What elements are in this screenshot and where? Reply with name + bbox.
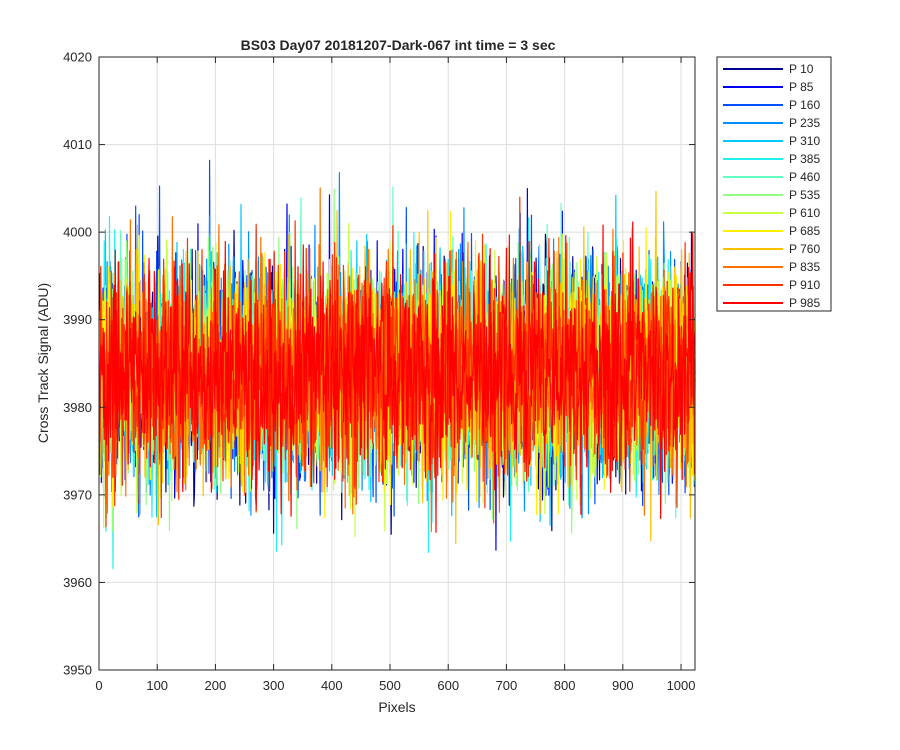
legend-label: P 310 bbox=[789, 134, 820, 148]
legend-label: P 85 bbox=[789, 80, 814, 94]
legend-label: P 385 bbox=[789, 152, 820, 166]
y-tick-label: 4020 bbox=[63, 50, 92, 65]
y-axis-label: Cross Track Signal (ADU) bbox=[35, 283, 51, 443]
x-axis-label: Pixels bbox=[378, 699, 415, 715]
x-tick-label: 300 bbox=[263, 678, 285, 693]
legend-box bbox=[716, 56, 832, 312]
y-axis: 3950 3960 3970 3980 3990 4000 4010 4020 bbox=[63, 50, 695, 678]
x-tick-label: 900 bbox=[612, 678, 634, 693]
plot-area-border bbox=[98, 56, 696, 671]
x-tick-label: 700 bbox=[496, 678, 518, 693]
y-tick-label: 3950 bbox=[63, 663, 92, 678]
legend: P 10 P 85 P 160 P 235 P 310 P 385 P 460 P 535 P … bbox=[716, 56, 832, 312]
y-tick-label: 4000 bbox=[63, 225, 92, 240]
legend-label: P 760 bbox=[789, 242, 820, 256]
y-tick-label: 3980 bbox=[63, 400, 92, 415]
legend-label: P 160 bbox=[789, 98, 820, 112]
x-tick-label: 100 bbox=[146, 678, 168, 693]
x-tick-label: 500 bbox=[379, 678, 401, 693]
x-tick-label: 400 bbox=[321, 678, 343, 693]
legend-label: P 235 bbox=[789, 116, 820, 130]
legend-label: P 835 bbox=[789, 260, 820, 274]
legend-label: P 685 bbox=[789, 224, 820, 238]
series-line-p-985 bbox=[98, 221, 696, 533]
legend-label: P 910 bbox=[789, 278, 820, 292]
x-tick-label: 800 bbox=[554, 678, 576, 693]
x-tick-label: 200 bbox=[205, 678, 227, 693]
x-tick-label: 600 bbox=[437, 678, 459, 693]
x-tick-label: 1000 bbox=[667, 678, 696, 693]
series-lines bbox=[98, 159, 696, 570]
y-tick-label: 3990 bbox=[63, 312, 92, 327]
y-tick-label: 3970 bbox=[63, 487, 92, 502]
legend-label: P 535 bbox=[789, 188, 820, 202]
x-tick-label: 0 bbox=[95, 678, 102, 693]
chart-title: BS03 Day07 20181207-Dark-067 int time = … bbox=[241, 37, 556, 53]
y-tick-label: 4010 bbox=[63, 137, 92, 152]
legend-label: P 460 bbox=[789, 170, 820, 184]
x-axis: 0 100 200 300 400 500 600 700 800 900 1000 bbox=[95, 57, 695, 693]
legend-label: P 610 bbox=[789, 206, 820, 220]
y-tick-label: 3960 bbox=[63, 575, 92, 590]
legend-label: P 10 bbox=[789, 62, 814, 76]
legend-label: P 985 bbox=[789, 296, 820, 310]
